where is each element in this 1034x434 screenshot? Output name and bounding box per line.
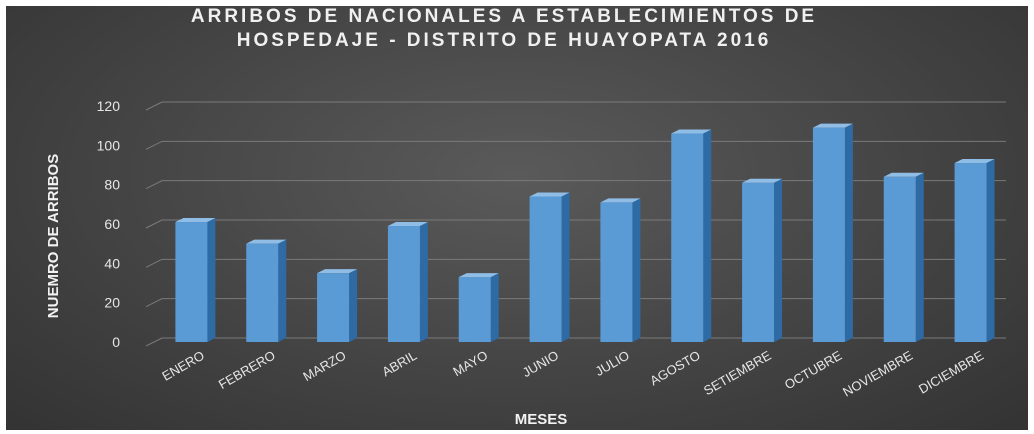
bar-front	[387, 225, 420, 342]
bar-side	[419, 221, 428, 342]
x-tick-label: SETIEMBRE	[701, 347, 774, 398]
y-tick-label: 100	[97, 137, 121, 153]
x-axis-title: MESES	[515, 411, 568, 428]
bar-top	[317, 269, 358, 274]
chart-title: ARRIBOS DE NACIONALES A ESTABLECIMIENTOS…	[191, 6, 817, 51]
bar	[387, 221, 428, 342]
y-tick-label: 80	[104, 177, 120, 193]
bar-top	[529, 192, 570, 197]
bar-side	[774, 178, 783, 342]
bar-side	[915, 172, 924, 342]
y-axis-title: NUEMRO DE ARRIBOS	[45, 154, 62, 318]
bar	[600, 198, 641, 342]
bar	[529, 192, 570, 342]
gridline	[145, 140, 1006, 150]
y-tick-label: 0	[112, 334, 120, 350]
bar-side	[561, 192, 570, 342]
gridline	[145, 337, 1006, 347]
x-tick-label: MAYO	[450, 348, 490, 380]
x-tick-label: JUNIO	[520, 348, 561, 380]
bar-side	[490, 273, 499, 342]
y-axis-ticks: 0 20 40 60 80 100 120	[97, 98, 121, 350]
bar-top	[600, 198, 641, 203]
y-tick-label: 20	[104, 295, 120, 311]
bar-top	[812, 123, 853, 128]
bar-side	[844, 123, 853, 342]
bar-front	[742, 182, 775, 342]
bar	[671, 129, 712, 342]
bar-front	[317, 273, 350, 342]
bar	[742, 178, 783, 342]
bar-chart: ARRIBOS DE NACIONALES A ESTABLECIMIENTOS…	[45, 6, 1006, 428]
bar-front	[175, 222, 208, 342]
bar-top	[387, 221, 428, 226]
bar-front	[246, 243, 279, 342]
chart-title-line-2: HOSPEDAJE - DISTRITO DE HUAYOPATA 2016	[237, 30, 772, 51]
gridline	[145, 219, 1006, 229]
bar-top	[742, 178, 783, 183]
bar-top	[954, 159, 995, 164]
x-tick-label: ABRIL	[379, 348, 419, 380]
x-tick-label: AGOSTO	[647, 348, 702, 389]
bar-side	[349, 269, 358, 342]
bar-front	[954, 163, 987, 342]
bar-top	[458, 273, 499, 278]
bar-front	[529, 196, 562, 342]
x-tick-label: JULIO	[593, 348, 632, 379]
chart-title-line-1: ARRIBOS DE NACIONALES A ESTABLECIMIENTOS…	[191, 6, 817, 27]
x-tick-label: ENERO	[159, 348, 207, 384]
bar	[954, 159, 995, 342]
y-tick-label: 60	[104, 216, 120, 232]
bar-side	[703, 129, 712, 342]
bar-top	[671, 129, 712, 134]
bar-front	[883, 176, 916, 342]
y-tick-label: 120	[97, 98, 121, 114]
x-tick-label: NOVIEMBRE	[840, 347, 915, 399]
gridline	[145, 180, 1006, 190]
bar-side	[986, 159, 995, 342]
bar	[883, 172, 924, 342]
bar	[458, 273, 499, 342]
x-tick-label: DICIEMBRE	[916, 347, 986, 396]
bar-side	[278, 239, 287, 342]
gridline	[145, 101, 1006, 111]
gridline	[145, 298, 1006, 308]
bar-side	[207, 218, 216, 342]
bar-top	[175, 218, 216, 223]
gridlines	[145, 101, 1006, 347]
bar-top	[883, 172, 924, 177]
bar	[812, 123, 853, 342]
bar-front	[458, 277, 491, 342]
bars	[175, 123, 995, 342]
bar-side	[632, 198, 641, 342]
bar-front	[812, 127, 845, 342]
bar-front	[600, 202, 633, 342]
bar	[175, 218, 216, 342]
x-tick-label: OCTUBRE	[782, 347, 845, 392]
bar-front	[671, 133, 704, 342]
x-tick-label: FEBRERO	[216, 348, 278, 392]
x-tick-label: MARZO	[300, 348, 348, 384]
bar	[317, 269, 358, 342]
bar-top	[246, 239, 287, 244]
gridline	[145, 258, 1006, 268]
chart-frame: ARRIBOS DE NACIONALES A ESTABLECIMIENTOS…	[6, 6, 1028, 430]
x-axis-ticks: ENERO FEBRERO MARZO ABRIL MAYO JUNIO JULIO AGOS…	[159, 347, 986, 399]
bar	[246, 239, 287, 342]
y-tick-label: 40	[104, 255, 120, 271]
